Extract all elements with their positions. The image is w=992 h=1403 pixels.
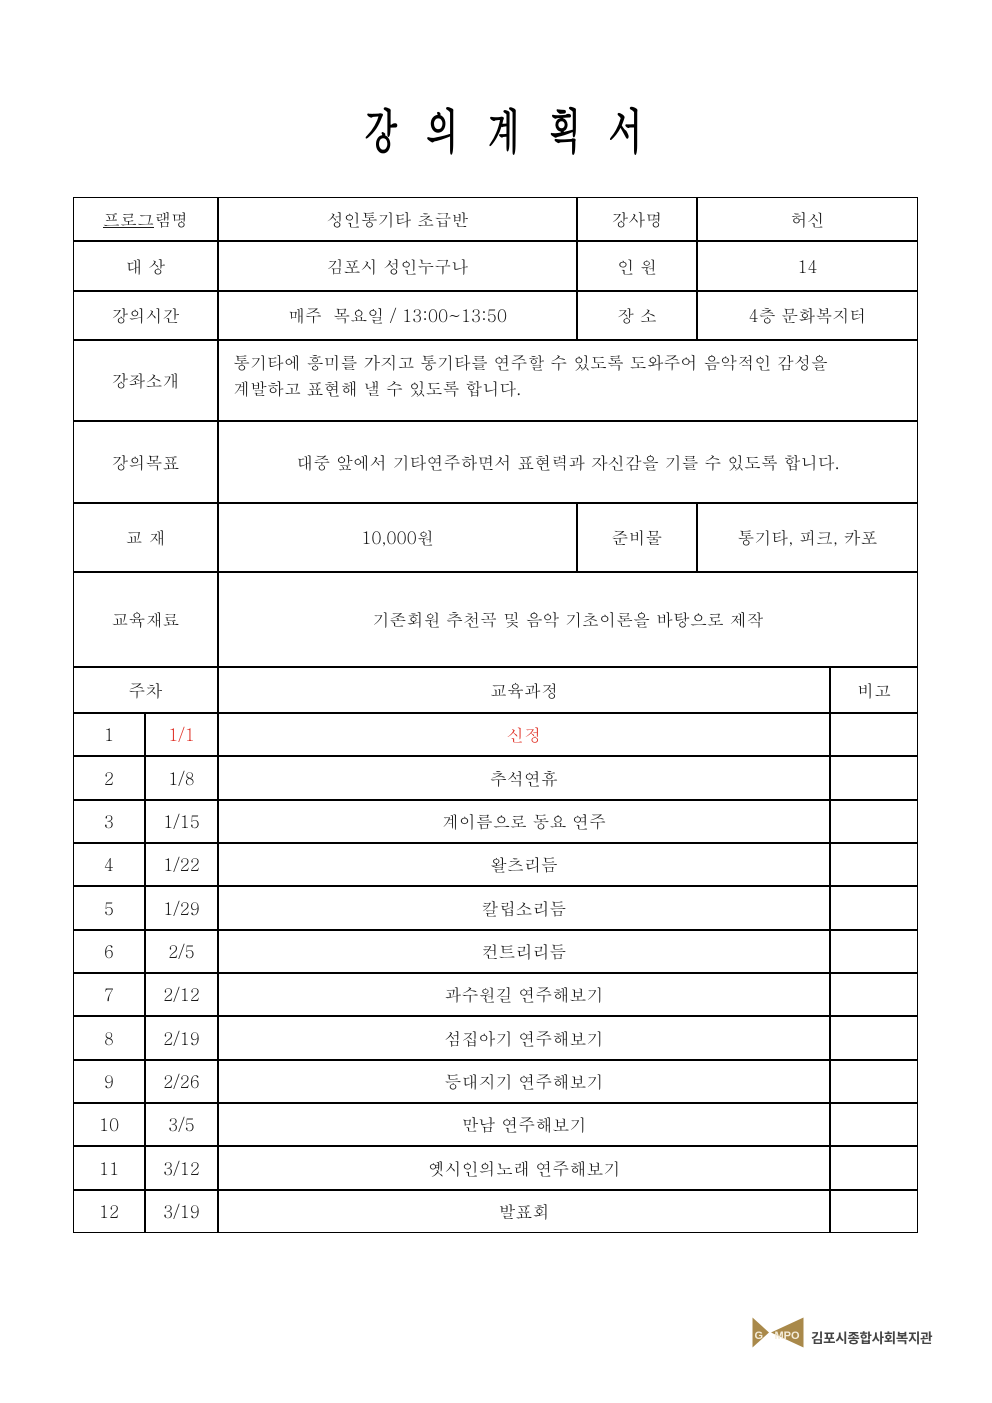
- svg-text:G: G: [755, 1330, 764, 1342]
- svg-text:MPO: MPO: [775, 1330, 801, 1342]
